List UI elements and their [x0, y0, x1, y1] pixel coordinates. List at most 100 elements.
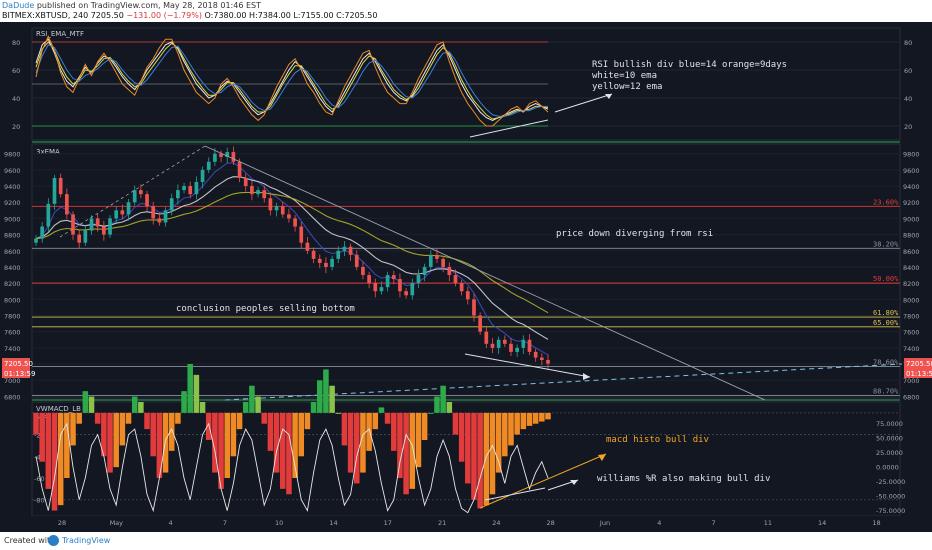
macd-histogram-bar [298, 412, 305, 457]
candle-body [546, 359, 550, 364]
candle-body [373, 283, 378, 292]
macd-histogram-bar [168, 412, 175, 451]
time-axis-label[interactable]: 14 [329, 519, 337, 527]
last-price-tag-right [904, 358, 932, 368]
chart-area[interactable]: RSI_EMA_MTF 20 20 40 40 60 60 80 80 3xEMA 6800 6… [0, 22, 932, 532]
candle-body [206, 161, 211, 170]
price-tick-left: 8000 [4, 296, 21, 304]
fib-level-label: 88.70% [873, 388, 899, 396]
rsi-annotation-line3: yellow=12 ema [592, 82, 662, 92]
footer: Created with TradingView [0, 532, 932, 550]
macd-histogram-bar [539, 412, 545, 422]
ascending-trendline [59, 145, 206, 238]
time-axis-label[interactable]: 7 [712, 519, 716, 527]
time-axis-label[interactable]: Jun [599, 519, 610, 527]
candle-body [410, 283, 415, 296]
price-tick-right: 8200 [903, 280, 920, 288]
macd-panel[interactable]: VWMACD_LB %R -20-40-60-8075.000050.00002… [32, 364, 905, 515]
macd-histogram-bar [489, 412, 496, 495]
macd-histogram-bar [156, 412, 163, 478]
time-axis-label[interactable]: 21 [438, 519, 446, 527]
created-with: Created with [4, 536, 56, 545]
symbol: BITMEX:XBTUSD, 240 [2, 11, 89, 20]
candle-body [539, 357, 544, 360]
candle-body [182, 186, 186, 191]
macd-histogram-bar [286, 412, 292, 495]
candle-body [237, 161, 242, 178]
rsi-series-line [35, 41, 549, 120]
time-axis-label[interactable]: 24 [492, 519, 500, 527]
time-axis-label[interactable]: 18 [872, 519, 880, 527]
rsi-tick-left: 20 [12, 123, 20, 131]
last-price-tag-left [2, 358, 30, 368]
tradingview-brand[interactable]: TradingView [62, 536, 111, 545]
macd-histogram-bar [428, 412, 434, 414]
candle-body [139, 190, 143, 195]
macd-histogram-bar [249, 385, 255, 413]
time-axis-label[interactable]: 4 [657, 519, 661, 527]
macd-histogram-bar [125, 412, 132, 424]
macd-histogram-bar [162, 412, 169, 473]
countdown-left: 01:13:59 [4, 370, 35, 378]
macd-histogram-bar [409, 412, 416, 489]
rsi-tick-right: 80 [904, 39, 912, 47]
candle-body [65, 194, 69, 215]
last-price-header: 7205.50 [90, 11, 124, 20]
macd-histogram-bar [267, 412, 274, 451]
price-tick-left: 9200 [4, 199, 21, 207]
author-link[interactable]: DaDude [2, 1, 35, 10]
price-tick-right: 9200 [903, 199, 920, 207]
candle-body [521, 339, 526, 348]
rsi-series-line [35, 44, 548, 117]
candle-body [213, 153, 217, 162]
time-axis-label[interactable]: 28 [547, 519, 555, 527]
candle-body [502, 339, 507, 344]
rsi-panel[interactable]: RSI_EMA_MTF 20 20 40 40 60 60 80 80 [12, 30, 912, 138]
candle-body [465, 291, 470, 300]
rsi-annotation-line1: RSI bullish div blue=14 orange=9days [592, 60, 787, 70]
macd-histogram-bar [372, 412, 379, 430]
macd-histogram-bar [471, 412, 477, 500]
time-axis-label[interactable]: 14 [818, 519, 826, 527]
fib-level-label: 23.60% [873, 198, 899, 206]
price-tick-left: 9800 [4, 151, 21, 159]
rsi-title: RSI_EMA_MTF [36, 30, 84, 38]
candle-body [176, 190, 180, 199]
williams-r-line [35, 422, 549, 514]
macd-tick-right: 25.0000 [876, 449, 903, 457]
macd-histogram-bar [33, 412, 39, 435]
time-axis-label[interactable]: 7 [223, 519, 227, 527]
price-tick-left: 7600 [4, 329, 21, 337]
price-panel[interactable]: 3xEMA 6800680070007000720072007400740076… [4, 145, 920, 401]
rsi-series-line [35, 38, 549, 121]
price-tick-right: 9000 [903, 215, 920, 223]
macd-histogram-bar [119, 412, 126, 446]
price-tick-left: 7400 [4, 345, 21, 353]
macd-histogram-bar [329, 385, 335, 413]
macd-histogram-bar [101, 412, 107, 457]
candle-body [188, 186, 193, 195]
macd-histogram-bar [403, 412, 409, 495]
candle-body [527, 339, 532, 352]
rsi-series-line [35, 35, 549, 127]
time-axis-label[interactable]: 10 [275, 519, 283, 527]
macd-histogram-bar [261, 412, 268, 424]
macd-histogram-bar [483, 412, 490, 506]
macd-histogram-bar [514, 412, 520, 435]
candle-body [348, 246, 353, 255]
candle-body [299, 226, 304, 243]
time-axis-label[interactable]: May [110, 519, 124, 527]
time-axis-label[interactable]: 11 [764, 519, 772, 527]
time-axis-label[interactable]: 17 [384, 519, 392, 527]
candle-body [317, 258, 322, 263]
time-axis-label[interactable]: 4 [169, 519, 173, 527]
candle-body [120, 210, 125, 215]
time-axis[interactable]: 28 May 4 7 10 14 17 21 24 28 Jun 4 7 11 14 18 [32, 516, 900, 528]
macd-histogram-bar [323, 369, 329, 413]
chart-svg[interactable]: RSI_EMA_MTF 20 20 40 40 60 60 80 80 3xEMA 6800 6… [0, 22, 932, 532]
macd-tick-right: 75.0000 [876, 420, 903, 428]
candle-body [163, 210, 168, 223]
candle-body [151, 206, 156, 219]
macd-histogram-bar [465, 412, 471, 484]
time-axis-label[interactable]: 28 [58, 519, 66, 527]
